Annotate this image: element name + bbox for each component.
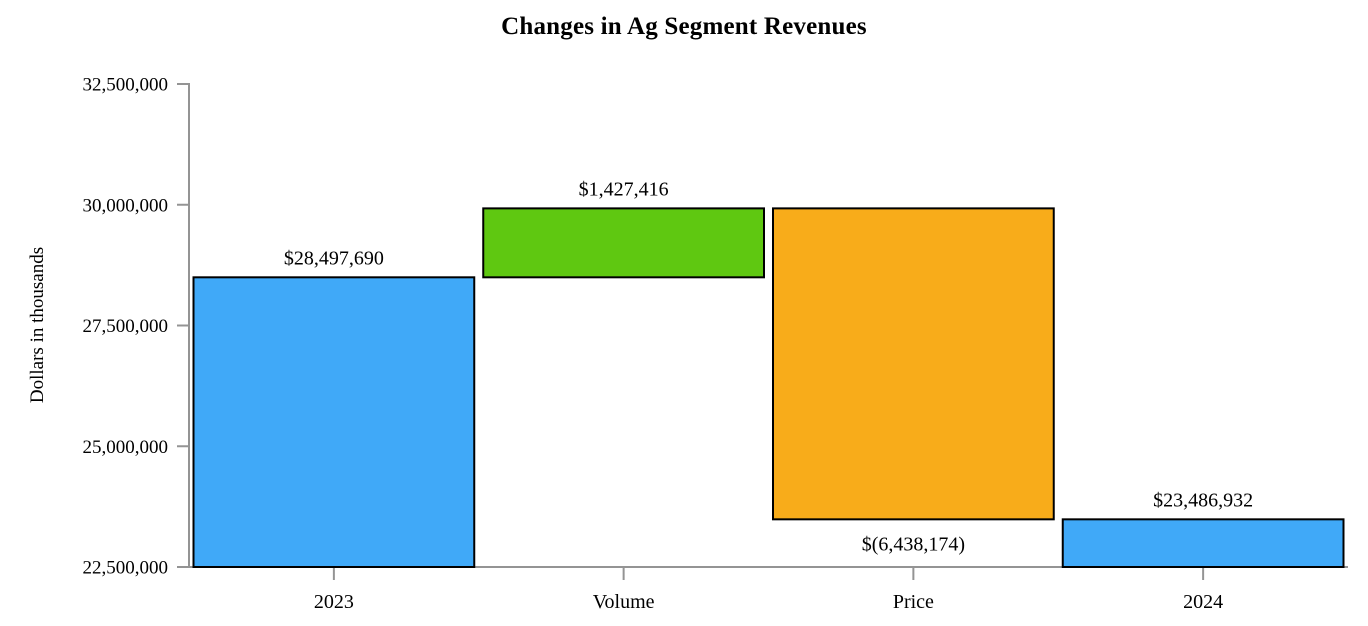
bar-value-label: $1,427,416 (579, 178, 669, 200)
bar-price (772, 207, 1055, 521)
x-tick-label: Price (893, 591, 934, 613)
bar-2023 (192, 276, 476, 568)
y-tick-label: 32,500,000 (83, 75, 169, 96)
bar-volume (482, 207, 765, 279)
y-tick-label: 22,500,000 (83, 558, 169, 579)
x-tick-label: Volume (593, 591, 655, 613)
chart-title: Changes in Ag Segment Revenues (501, 13, 867, 40)
y-tick-label: 27,500,000 (83, 316, 169, 337)
y-tick-label: 30,000,000 (83, 195, 169, 216)
bar-2024 (1061, 518, 1345, 568)
x-tick-label: 2023 (314, 591, 354, 613)
x-tick-label: 2024 (1183, 591, 1223, 613)
bar-value-label: $(6,438,174) (862, 533, 965, 555)
bar-value-label: $28,497,690 (284, 247, 384, 269)
bar-value-label: $23,486,932 (1153, 489, 1253, 511)
y-tick-label: 25,000,000 (83, 437, 169, 458)
